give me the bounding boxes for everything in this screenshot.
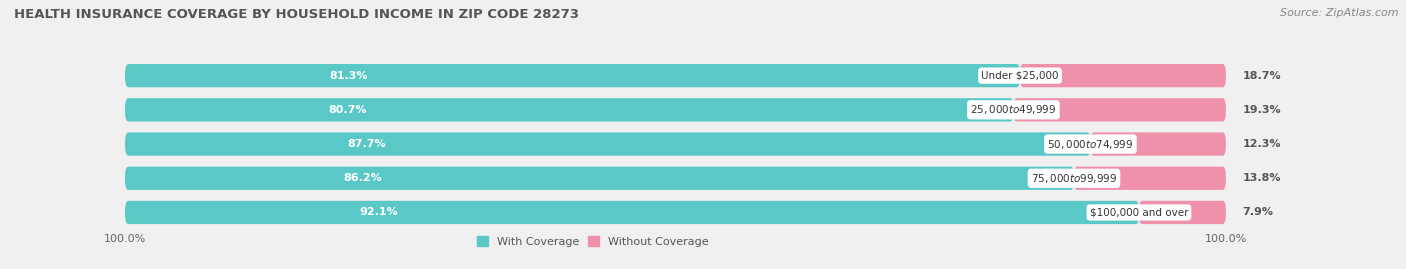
Text: 87.7%: 87.7% <box>347 139 385 149</box>
Legend: With Coverage, Without Coverage: With Coverage, Without Coverage <box>472 232 713 251</box>
FancyBboxPatch shape <box>1139 201 1226 224</box>
FancyBboxPatch shape <box>1019 64 1226 87</box>
FancyBboxPatch shape <box>125 167 1074 190</box>
FancyBboxPatch shape <box>1074 167 1226 190</box>
Text: Source: ZipAtlas.com: Source: ZipAtlas.com <box>1281 8 1399 18</box>
Text: 13.8%: 13.8% <box>1243 173 1281 183</box>
Text: 18.7%: 18.7% <box>1243 71 1281 81</box>
Text: $75,000 to $99,999: $75,000 to $99,999 <box>1031 172 1118 185</box>
FancyBboxPatch shape <box>125 98 1014 122</box>
FancyBboxPatch shape <box>1091 132 1226 156</box>
FancyBboxPatch shape <box>125 64 1226 87</box>
FancyBboxPatch shape <box>125 167 1226 190</box>
FancyBboxPatch shape <box>125 132 1226 156</box>
Text: 100.0%: 100.0% <box>104 234 146 244</box>
FancyBboxPatch shape <box>125 132 1091 156</box>
Text: 100.0%: 100.0% <box>1205 234 1247 244</box>
Text: 92.1%: 92.1% <box>359 207 398 217</box>
FancyBboxPatch shape <box>125 201 1226 224</box>
Text: 12.3%: 12.3% <box>1243 139 1281 149</box>
FancyBboxPatch shape <box>1014 98 1226 122</box>
Text: $100,000 and over: $100,000 and over <box>1090 207 1188 217</box>
FancyBboxPatch shape <box>125 64 1019 87</box>
Text: $25,000 to $49,999: $25,000 to $49,999 <box>970 103 1056 116</box>
Text: 80.7%: 80.7% <box>328 105 367 115</box>
FancyBboxPatch shape <box>125 201 1139 224</box>
Text: 81.3%: 81.3% <box>329 71 368 81</box>
Text: HEALTH INSURANCE COVERAGE BY HOUSEHOLD INCOME IN ZIP CODE 28273: HEALTH INSURANCE COVERAGE BY HOUSEHOLD I… <box>14 8 579 21</box>
Text: 86.2%: 86.2% <box>343 173 381 183</box>
FancyBboxPatch shape <box>125 98 1226 122</box>
Text: 7.9%: 7.9% <box>1243 207 1274 217</box>
Text: Under $25,000: Under $25,000 <box>981 71 1059 81</box>
Text: 19.3%: 19.3% <box>1243 105 1281 115</box>
Text: $50,000 to $74,999: $50,000 to $74,999 <box>1047 137 1133 151</box>
